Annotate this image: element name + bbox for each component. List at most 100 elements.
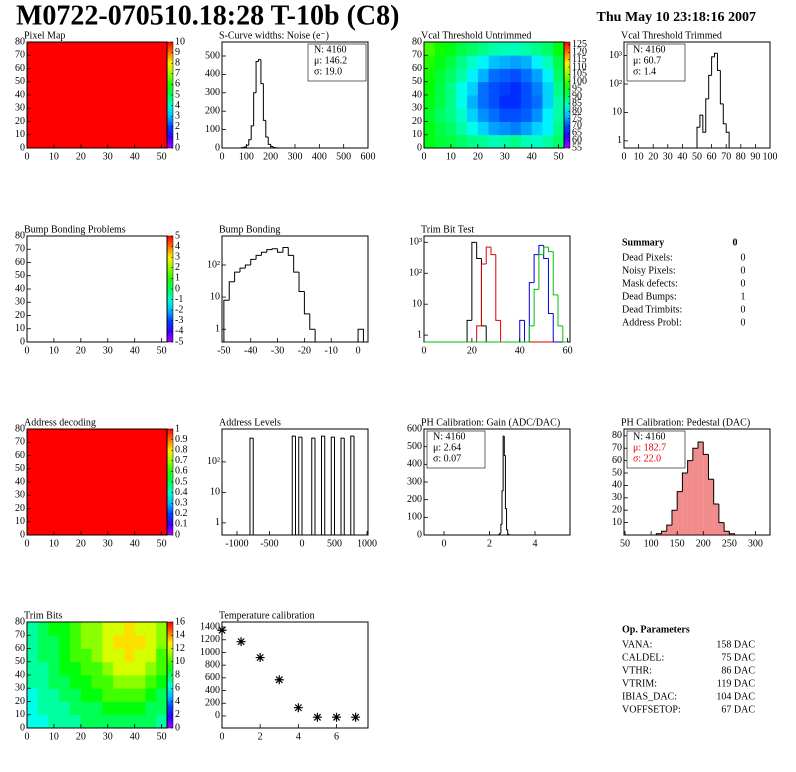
panel: S-Curve widths: Noise (e⁻) 0 100 200 300 400 5… [205, 30, 376, 162]
x-tick-label: 300 [288, 151, 303, 162]
colorbar-label: -3 [175, 315, 183, 326]
y-tick-label: 500 [205, 50, 220, 61]
colorbar-label: 75 [572, 113, 582, 124]
hist-bin [711, 56, 715, 76]
heat-cell [132, 121, 168, 149]
heat-cell [102, 648, 114, 663]
op-label: VTRIM: [622, 678, 657, 689]
y-tick-label: 10 [15, 323, 25, 334]
heat-cell [499, 42, 511, 56]
y-tick-label: 500 [407, 441, 422, 452]
stats-line: N: 4160 [433, 431, 466, 442]
hist-bin [262, 83, 266, 121]
heat-cell [27, 635, 39, 649]
heat-cell [48, 661, 60, 676]
y-tick-label: 70 [15, 50, 25, 61]
x-tick-label: 0 [220, 151, 225, 162]
colorbar-label: 95 [572, 83, 582, 94]
hist-bin [661, 530, 667, 534]
hist-bin [476, 242, 482, 259]
heat-cell [520, 81, 533, 96]
colorbar-label: -2 [175, 304, 183, 315]
heat-cell [132, 482, 168, 509]
star-marker [255, 653, 265, 663]
y-tick-label: 70 [15, 437, 25, 448]
x-tick-label: 40 [130, 345, 140, 356]
colorbar-label: 1 [175, 273, 180, 284]
hist-bin [343, 438, 348, 536]
op-value: 158 DAC [716, 639, 755, 650]
y-tick-label: 70 [612, 443, 622, 454]
heat-cell [70, 648, 82, 663]
heat-cell [145, 648, 157, 663]
hist-bin [330, 436, 335, 535]
hist-bin [248, 139, 252, 146]
x-tick-label: 10 [634, 151, 644, 162]
colorbar-label: 65 [572, 128, 582, 139]
op-value: 119 DAC [717, 678, 756, 689]
heat-cell [97, 482, 133, 509]
heat-cell [553, 81, 565, 96]
y-tick-label: 200 [407, 494, 422, 505]
heat-cell [102, 701, 114, 716]
x-tick-label: -30 [271, 345, 284, 356]
hist-bin [291, 435, 296, 535]
hist-fill [713, 504, 719, 535]
heat-cell [134, 675, 146, 689]
y-tick-label: 20 [15, 696, 25, 707]
heat-cell [488, 134, 500, 149]
summary-value: 0 [741, 265, 746, 276]
hist-bin [681, 472, 688, 492]
hist-bin [562, 325, 568, 343]
heat-cell [424, 134, 436, 149]
hist-bin [552, 251, 559, 296]
x-tick-label: 0 [25, 731, 30, 742]
heat-cell [134, 661, 146, 676]
colorbar-label: 7 [175, 68, 180, 79]
heat-cell [27, 508, 63, 536]
hist-bin [507, 529, 509, 535]
x-tick-label: 30 [103, 151, 113, 162]
y-tick-label: 200 [205, 105, 220, 116]
heat-cell [113, 622, 125, 636]
heat-cell [531, 95, 543, 109]
op-label: VOFFSETOP: [622, 704, 681, 715]
x-tick-label: 0 [25, 345, 30, 356]
heat-cell [27, 622, 39, 636]
x-tick-label: 40 [527, 151, 537, 162]
heat-cell [80, 635, 93, 649]
heat-cell [499, 121, 511, 136]
x-tick-label: 80 [736, 151, 746, 162]
heat-cell [132, 429, 168, 456]
colorbar-label: 6 [175, 683, 180, 694]
y-tick-label: 30 [412, 103, 422, 114]
x-tick-label: 100 [239, 151, 254, 162]
heat-cell [48, 648, 60, 663]
hist-bin [702, 115, 706, 133]
heat-cell [27, 675, 39, 689]
x-tick-label: 20 [76, 731, 86, 742]
summary-value: 0 [741, 278, 746, 289]
hist-bin [260, 59, 264, 85]
hist-fill [724, 531, 730, 535]
heat-cell [553, 68, 565, 83]
x-tick-label: 50 [692, 151, 702, 162]
heat-cell [145, 701, 157, 716]
heat-cell [445, 95, 457, 109]
heat-cell [113, 714, 125, 729]
panel-title: Vcal Threshold Untrimmed [421, 30, 531, 41]
x-tick-label: 200 [263, 151, 278, 162]
heat-cell [102, 688, 114, 702]
op-value: 67 DAC [721, 704, 755, 715]
hist-bin [228, 281, 235, 301]
colorbar-label: 0.3 [175, 497, 188, 508]
colorbar-label: 3 [175, 110, 180, 121]
star-marker [274, 675, 284, 685]
heat-cell [456, 108, 468, 122]
heat-cell [467, 81, 479, 96]
panel-title: Bump Bonding Problems [24, 224, 126, 235]
heat-cell [156, 714, 168, 729]
hist-fill [729, 533, 735, 535]
y-tick-label: 80 [412, 36, 422, 47]
